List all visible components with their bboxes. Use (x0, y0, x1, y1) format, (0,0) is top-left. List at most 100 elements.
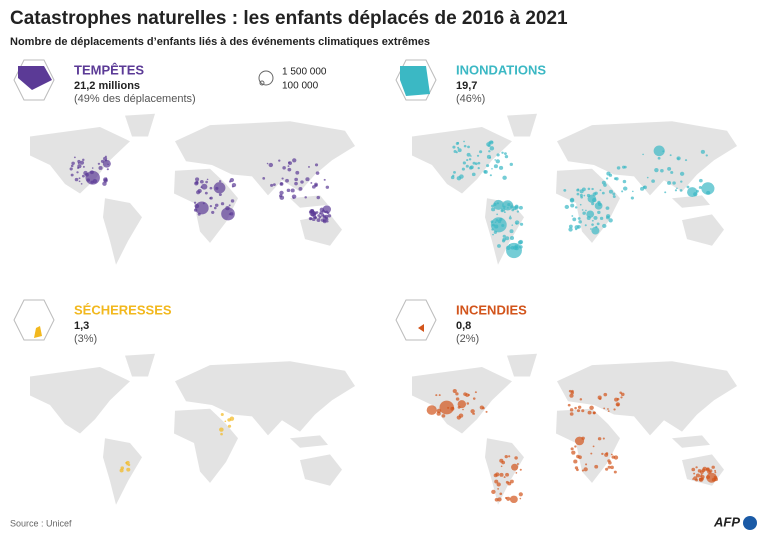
event-dot (455, 397, 460, 401)
event-dot (594, 202, 603, 210)
event-dot (686, 185, 690, 189)
event-dot (218, 193, 222, 196)
event-dot (613, 470, 617, 474)
source: Source : Unicef (10, 518, 72, 528)
event-dot (102, 159, 111, 168)
event-dot (576, 468, 579, 472)
event-dot (613, 455, 619, 460)
event-dot (294, 181, 298, 186)
event-dot (511, 463, 519, 471)
land (412, 353, 737, 505)
event-dot (491, 223, 495, 227)
event-dot (426, 405, 437, 415)
event-dot (309, 217, 313, 220)
event-dot (435, 394, 438, 397)
event-dot (711, 465, 715, 469)
event-dot (605, 177, 609, 180)
event-dot (73, 156, 76, 159)
event-dot (456, 176, 462, 181)
event-dot (612, 192, 616, 196)
event-dot (322, 205, 332, 214)
event-dot (514, 205, 519, 210)
event-dot (571, 450, 576, 455)
panel-name: INONDATIONS (456, 62, 546, 77)
event-dot (78, 180, 81, 183)
event-dot (482, 406, 485, 410)
event-dot (104, 155, 107, 158)
event-dot (231, 182, 237, 188)
event-dot (601, 191, 605, 195)
event-dot (486, 164, 490, 168)
event-dot (310, 182, 313, 184)
event-dot (603, 392, 608, 397)
event-dot (509, 495, 518, 504)
event-dot (630, 196, 634, 200)
event-dot (519, 222, 524, 226)
share-shape (18, 66, 52, 90)
event-dot (569, 198, 575, 203)
event-dot (697, 469, 702, 473)
share-hexagon (13, 299, 55, 341)
event-dot (97, 162, 101, 165)
event-dot (70, 164, 74, 168)
event-dot (568, 389, 572, 393)
event-dot (577, 188, 580, 191)
event-dot (71, 161, 75, 165)
event-dot (83, 170, 88, 176)
event-dot (501, 460, 506, 465)
event-dot (310, 209, 313, 212)
event-dot (268, 162, 274, 168)
event-dot (569, 393, 574, 398)
event-dot (278, 159, 281, 162)
event-dot (439, 400, 454, 415)
event-dot (610, 465, 614, 470)
event-dot (583, 194, 586, 197)
event-dot (438, 394, 441, 397)
event-dot (221, 207, 235, 221)
event-dot (603, 407, 606, 410)
event-dot (631, 190, 634, 193)
event-dot (492, 233, 494, 236)
size-legend: 1 500 000 100 000 (258, 67, 327, 92)
event-dot (486, 154, 492, 159)
event-dot (204, 191, 208, 195)
event-dot (605, 206, 610, 210)
event-dot (315, 171, 320, 175)
event-dot (581, 469, 585, 472)
event-dot (601, 452, 604, 456)
event-dot (664, 191, 667, 194)
subtitle: Nombre de déplacements d’enfants liés à … (10, 36, 430, 48)
event-dot (504, 455, 508, 459)
panel-name: TEMPÊTES (74, 62, 144, 77)
event-dot (519, 468, 522, 471)
event-dot (316, 195, 321, 200)
event-dot (220, 432, 223, 436)
event-dot (455, 392, 459, 396)
world-map (30, 113, 355, 265)
event-dot (477, 161, 481, 165)
event-dot (201, 183, 208, 190)
event-dot (579, 398, 583, 401)
event-dot (279, 195, 285, 200)
event-dot (467, 394, 471, 396)
event-dot (215, 186, 219, 190)
event-dot (640, 186, 645, 191)
event-dot (311, 217, 316, 222)
event-dot (81, 174, 85, 178)
event-dot (610, 453, 613, 456)
event-dot (107, 163, 109, 166)
event-dot (518, 205, 523, 210)
event-dot (568, 227, 573, 232)
event-dot (316, 218, 321, 222)
event-dot (318, 216, 321, 219)
event-dot (505, 236, 510, 241)
event-dot (499, 217, 503, 221)
event-dot (494, 159, 497, 161)
event-dot (654, 168, 659, 173)
event-dot (470, 155, 472, 157)
event-dot (714, 469, 717, 472)
event-dot (578, 220, 582, 224)
share-shape (34, 326, 42, 338)
event-dot (612, 195, 616, 198)
event-dot (287, 167, 292, 172)
